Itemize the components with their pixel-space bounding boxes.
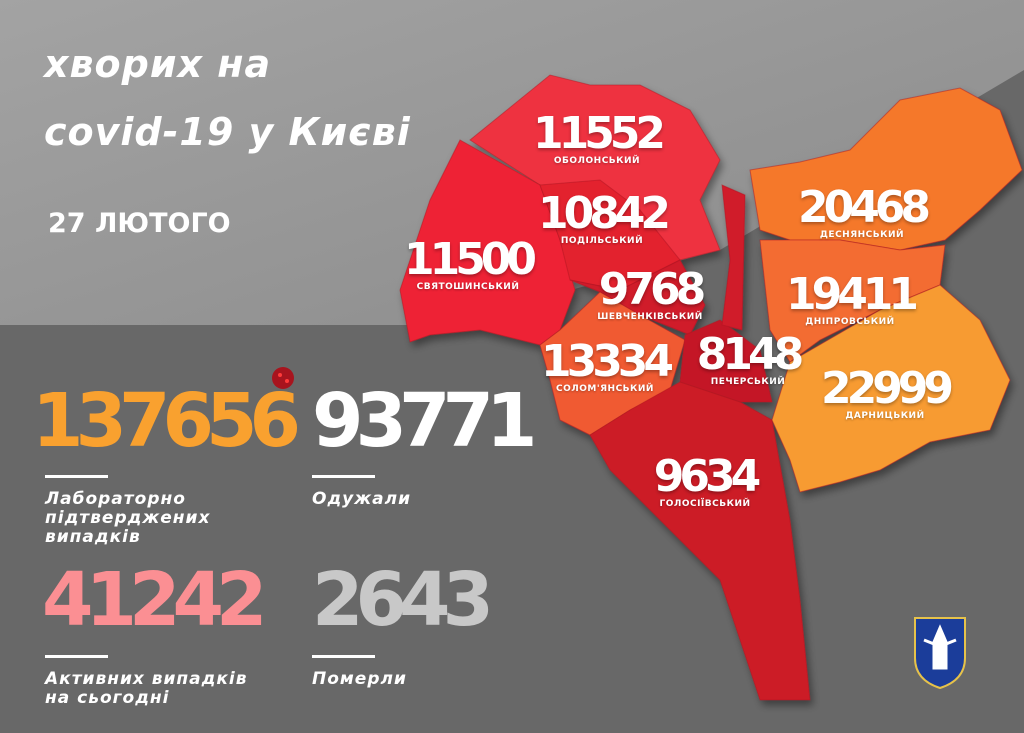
date-label: 27 ЛЮТОГО [48, 208, 231, 239]
district-label-solomianskyi: 13334 СОЛОМ'ЯНСЬКИЙ [540, 336, 674, 395]
title-line-1: хворих на [44, 42, 272, 86]
virus-icon [272, 367, 294, 389]
dnipro-islands [721, 184, 746, 331]
district-label-shevchenkivskyi: 9768 ШЕВЧЕНКІВСЬКИЙ [597, 264, 706, 323]
deaths-value: 2643 [312, 557, 494, 643]
divider [45, 655, 108, 658]
district-label-pecherskyi: 8148 ПЕЧЕРСЬКИЙ [696, 329, 804, 388]
district-darnytskyi [771, 284, 1011, 493]
district-holosiivskyi [589, 381, 811, 701]
divider [45, 475, 108, 478]
active-cases-value: 41242 [42, 557, 267, 643]
district-sviatoshynskyi [399, 139, 576, 346]
divider [312, 475, 375, 478]
recovered-value: 93771 [312, 378, 537, 464]
district-label-desnianskyi: 20468 ДЕСНЯНСЬКИЙ [797, 182, 931, 241]
kyiv-coat-of-arms-icon [914, 617, 966, 690]
district-label-sviatoshynskyi: 11500 СВЯТОШИНСЬКИЙ [403, 234, 537, 293]
district-label-obolonskyi: 11552 ОБОЛОНСЬКИЙ [532, 108, 666, 167]
district-label-dniprovskyi: 19411 ДНІПРОВСЬКИЙ [785, 269, 919, 328]
deaths-label: Померли [312, 669, 407, 689]
district-label-holosiivskyi: 9634 ГОЛОСІЇВСЬКИЙ [653, 451, 761, 510]
confirmed-cases-label: Лабораторно підтверджених випадків [45, 489, 211, 547]
recovered-label: Одужали [312, 489, 412, 509]
title-line-2: covid-19 у Києві [44, 110, 411, 154]
district-label-podilskyi: 10842 ПОДІЛЬСЬКИЙ [537, 188, 671, 247]
district-label-darnytskyi: 22999 ДАРНИЦЬКИЙ [820, 363, 954, 422]
divider [312, 655, 375, 658]
active-cases-label: Активних випадків на сьогодні [45, 669, 248, 708]
confirmed-cases-value: 137656 [32, 378, 301, 464]
